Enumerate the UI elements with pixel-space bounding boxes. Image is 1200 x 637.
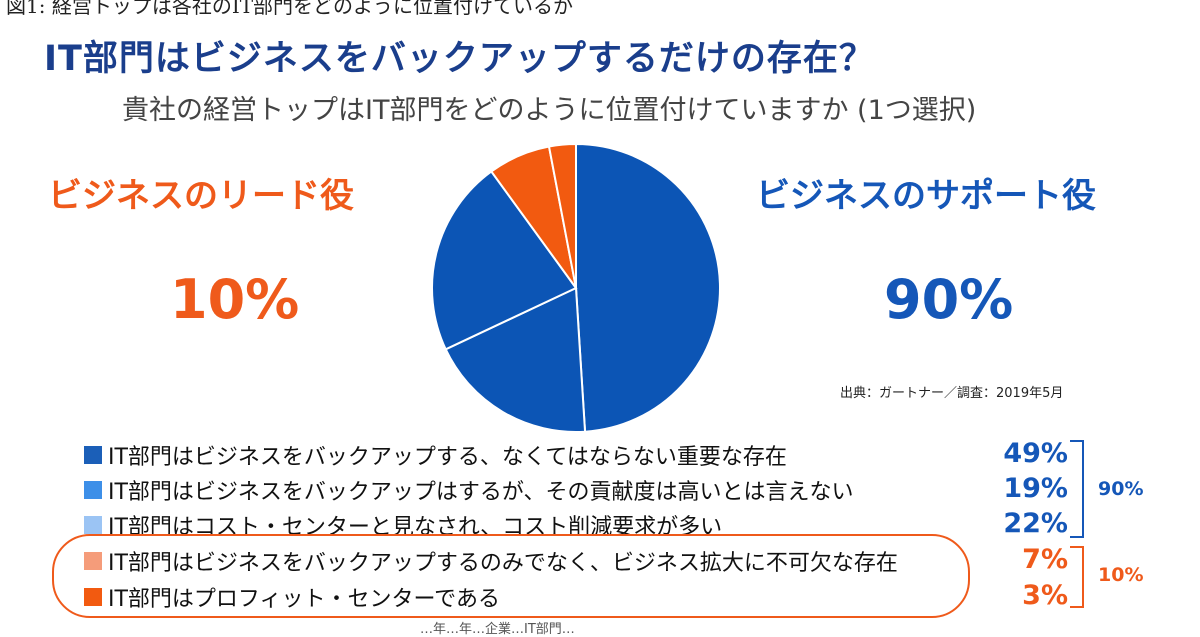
- legend-item: IT部門はビジネスをバックアップはするが、その貢献度は高いとは言えない: [84, 475, 854, 505]
- lead-role-percent: 10%: [170, 268, 300, 331]
- slice-percent-label: 19%: [1003, 473, 1068, 504]
- legend-item: IT部門はビジネスをバックアップするのみでなく、ビジネス拡大に不可欠な存在: [84, 546, 898, 576]
- slice-percent-label: 49%: [1003, 438, 1068, 469]
- slice-percent-label: 3%: [1022, 580, 1068, 611]
- pie-slice-1: [575, 142, 722, 433]
- slice-percent-label: 7%: [1022, 544, 1068, 575]
- support-role-label: ビジネスのサポート役: [756, 176, 1096, 216]
- chart-title: IT部門はビジネスをバックアップするだけの存在？: [44, 39, 875, 79]
- slice-percent-label: 22%: [1003, 508, 1068, 539]
- support-group-total: 90%: [1098, 478, 1144, 500]
- pie-slice-3: [431, 170, 578, 351]
- support-role-percent: 90%: [884, 268, 1014, 331]
- lead-group-total: 10%: [1098, 564, 1144, 586]
- lead-role-label: ビジネスのリード役: [48, 176, 354, 216]
- legend-swatch: [84, 446, 102, 464]
- pie-slice-2: [444, 286, 587, 433]
- legend-swatch: [84, 516, 102, 534]
- pie-chart: [431, 142, 722, 433]
- source-note: 出典：ガートナー／調査：2019年5月: [840, 386, 1064, 401]
- legend-label: IT部門はビジネスをバックアップする、なくてはならない重要な存在: [108, 445, 787, 470]
- legend-label: IT部門はビジネスをバックアップするのみでなく、ビジネス拡大に不可欠な存在: [108, 551, 898, 576]
- figure-caption: 図1: 経営トップは各社のIT部門をどのように位置付けているか: [6, 0, 574, 18]
- legend-label: IT部門はプロフィット・センターである: [108, 587, 500, 612]
- pie-slice-5: [547, 142, 577, 289]
- chart-subtitle: 貴社の経営トップはIT部門をどのように位置付けていますか (1つ選択): [122, 95, 977, 126]
- lead-bracket: [1070, 546, 1084, 608]
- legend-swatch: [84, 481, 102, 499]
- legend-label: IT部門はビジネスをバックアップはするが、その貢献度は高いとは言えない: [108, 480, 854, 505]
- lead-group-highlight: [52, 534, 970, 618]
- legend-item: IT部門はビジネスをバックアップする、なくてはならない重要な存在: [84, 440, 787, 470]
- support-bracket: [1070, 440, 1084, 538]
